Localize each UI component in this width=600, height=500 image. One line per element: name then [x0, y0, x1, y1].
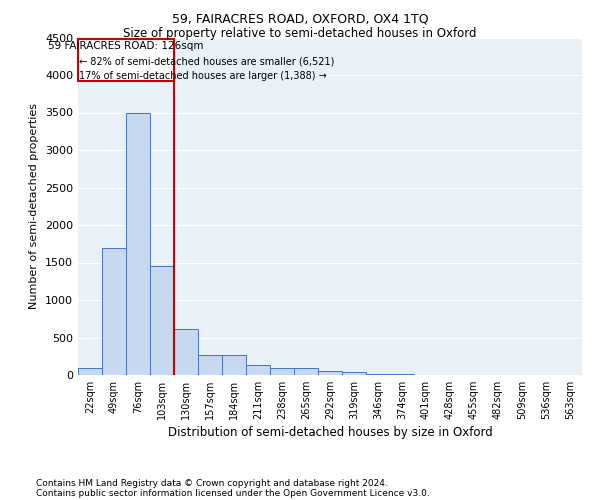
Bar [126, 112, 150, 375]
Text: ← 82% of semi-detached houses are smaller (6,521): ← 82% of semi-detached houses are smalle… [79, 56, 335, 66]
Bar [102, 248, 126, 375]
Bar [390, 374, 414, 375]
Bar [246, 365, 270, 375]
Text: 59, FAIRACRES ROAD, OXFORD, OX4 1TQ: 59, FAIRACRES ROAD, OXFORD, OX4 1TQ [172, 12, 428, 26]
Text: 17% of semi-detached houses are larger (1,388) →: 17% of semi-detached houses are larger (… [79, 71, 327, 81]
Text: Contains public sector information licensed under the Open Government Licence v3: Contains public sector information licen… [36, 488, 430, 498]
Text: Contains HM Land Registry data © Crown copyright and database right 2024.: Contains HM Land Registry data © Crown c… [36, 478, 388, 488]
X-axis label: Distribution of semi-detached houses by size in Oxford: Distribution of semi-detached houses by … [167, 426, 493, 439]
Bar [294, 368, 318, 375]
Text: Size of property relative to semi-detached houses in Oxford: Size of property relative to semi-detach… [123, 28, 477, 40]
Bar [318, 370, 342, 375]
Bar [342, 372, 366, 375]
Bar [78, 368, 102, 375]
Bar [174, 328, 198, 375]
Bar [198, 355, 222, 375]
Bar [270, 368, 294, 375]
Bar [222, 355, 246, 375]
Y-axis label: Number of semi-detached properties: Number of semi-detached properties [29, 104, 40, 309]
Text: 59 FAIRACRES ROAD: 126sqm: 59 FAIRACRES ROAD: 126sqm [48, 42, 204, 51]
Bar [150, 266, 174, 375]
Bar [78, 39, 174, 81]
Bar [366, 374, 390, 375]
